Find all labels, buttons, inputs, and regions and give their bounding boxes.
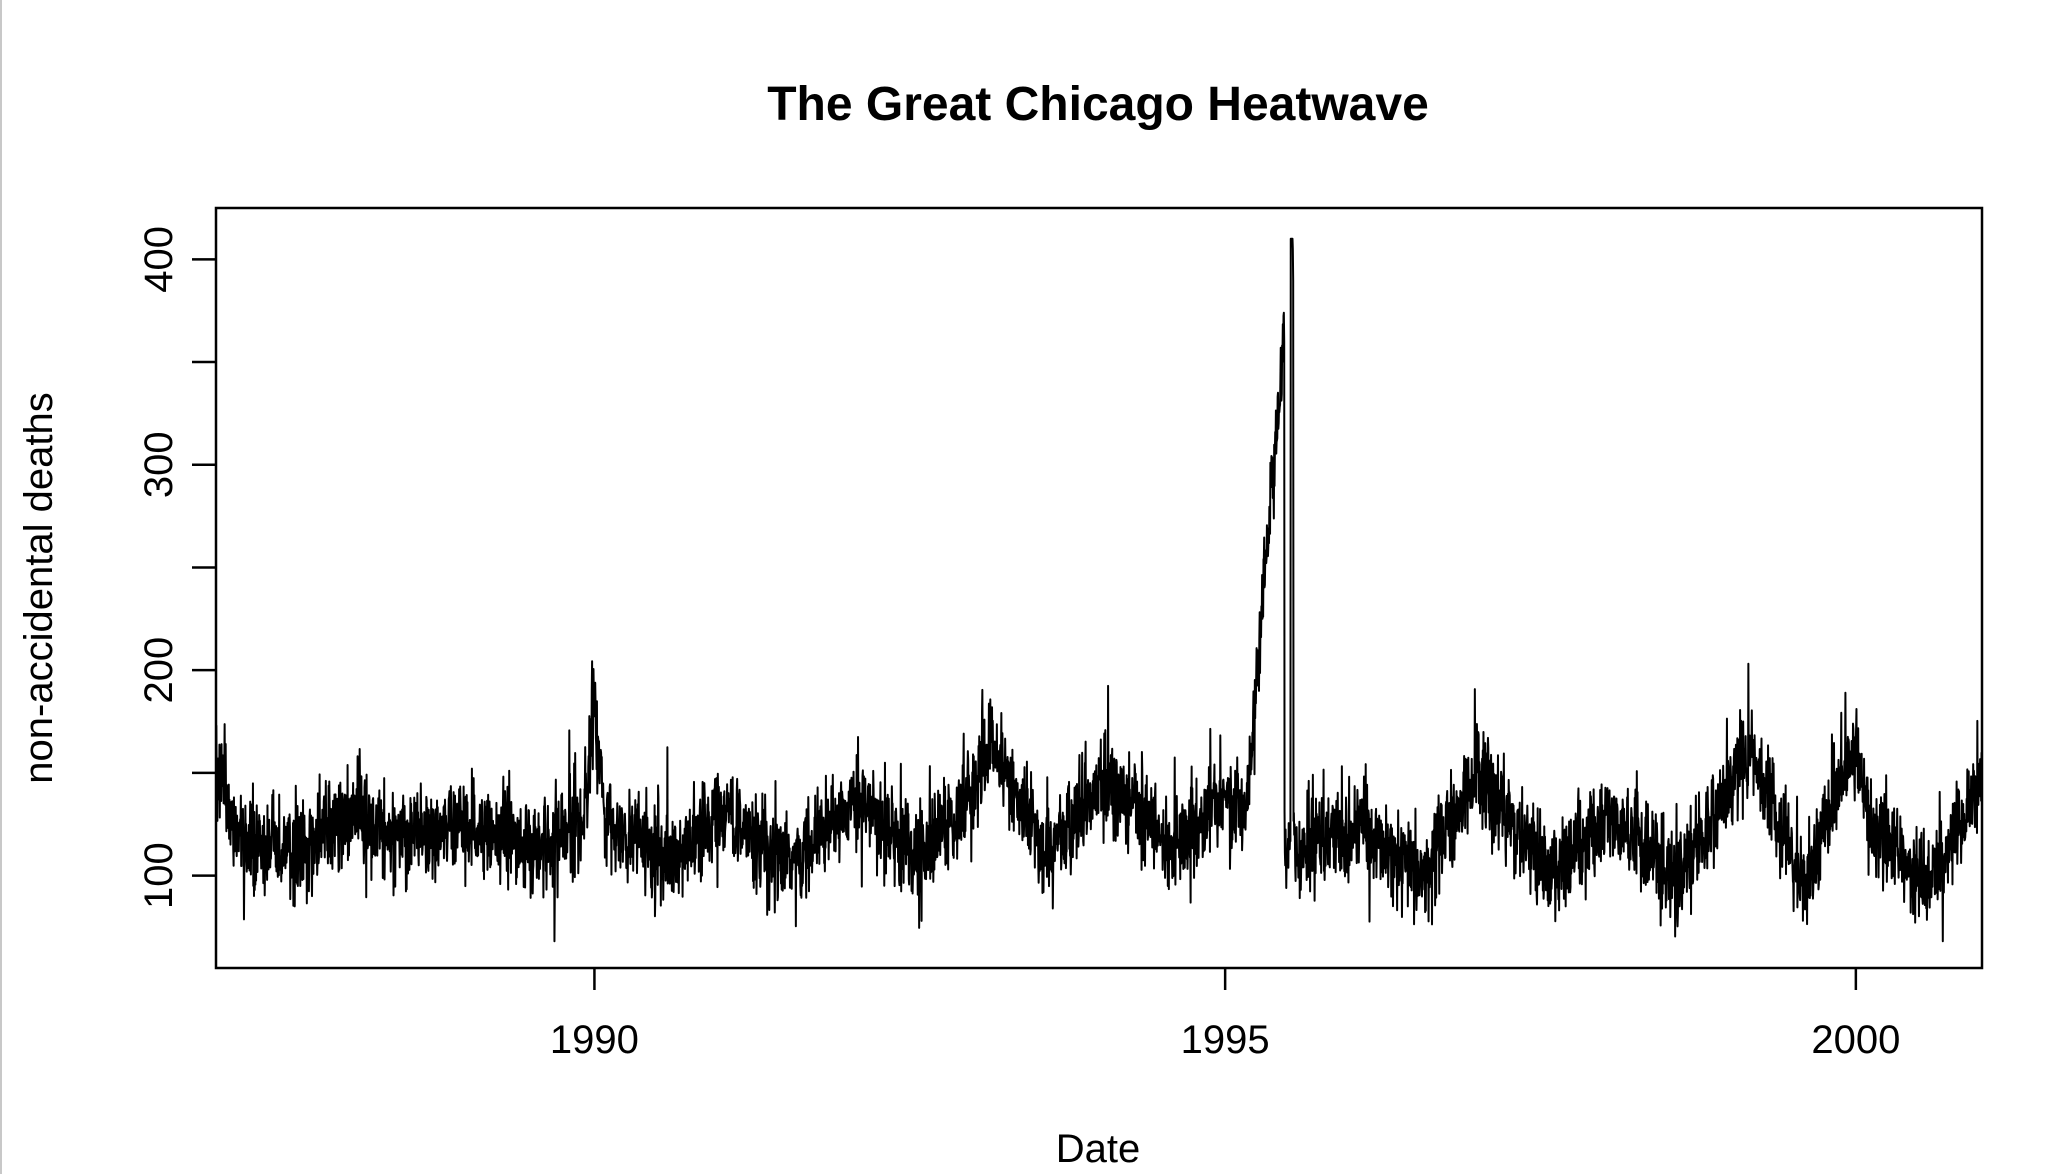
x-axis-label: Date (1056, 1127, 1141, 1171)
x-tick-label: 1990 (550, 1018, 639, 1062)
plot-frame (214, 206, 1984, 970)
y-axis-label: non-accidental deaths (17, 392, 61, 783)
window-edge (0, 0, 2, 1174)
deaths-series-line (215, 237, 1983, 943)
y-tick-label: 300 (137, 431, 181, 498)
y-axis: 100 200 300 400 (137, 226, 216, 909)
x-tick-label: 1995 (1181, 1018, 1270, 1062)
y-tick-label: 200 (137, 637, 181, 704)
y-tick-label: 400 (137, 226, 181, 293)
series-line-group (215, 237, 1983, 943)
chart-title: The Great Chicago Heatwave (767, 78, 1429, 131)
y-tick-label: 100 (137, 842, 181, 909)
x-axis: 1990 1995 2000 (550, 968, 1900, 1062)
x-tick-label: 2000 (1811, 1018, 1900, 1062)
